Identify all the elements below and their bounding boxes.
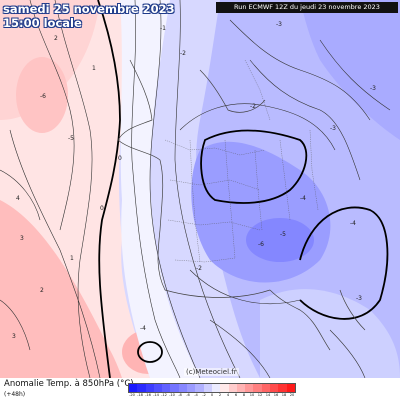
scale-tick-label: 8 (242, 393, 246, 397)
scale-swatch (195, 384, 204, 392)
scale-tick-label: 2 (218, 393, 222, 397)
scale-swatch (270, 384, 279, 392)
scale-tick-label: -2 (202, 393, 206, 397)
contour-label: 2 (40, 287, 44, 294)
isotherm-thick-east (200, 129, 308, 204)
contour-label: 3 (20, 235, 24, 242)
scale-swatch (261, 384, 271, 392)
isotherm-thick-small (137, 341, 163, 363)
scale-swatch (286, 384, 295, 392)
scale-swatch (153, 384, 163, 392)
south-sea-area (260, 289, 400, 378)
color-scale-bar (128, 383, 296, 393)
contour-label: 2 (54, 35, 58, 42)
admin-borders (164, 59, 319, 263)
scale-swatch (245, 384, 254, 392)
scale-tick-label: -8 (178, 393, 182, 397)
source-credit: (c)Meteociel.fr (184, 368, 239, 376)
isotherm-thick-southeast (299, 206, 389, 320)
contour-label: -2 (250, 103, 256, 110)
contour-label: -4 (140, 325, 146, 332)
scale-tick-label: 6 (234, 393, 238, 397)
zero-isotherm-west (97, 0, 121, 378)
warm-anomaly-strong (0, 200, 122, 378)
thin-isotherms (0, 0, 391, 378)
contour-label: 0 (100, 205, 104, 212)
color-scale-labels: -20 -18 -16 -14 -12 -10 -8 -6 -4 -2 0 2 4 6 8 10 12 14 16 1… (128, 392, 296, 399)
cold-core (246, 218, 314, 262)
scale-swatch (228, 384, 237, 392)
scale-swatch (145, 384, 154, 392)
lead-time-label: (+48h) (4, 391, 26, 398)
contour-label: -2 (196, 265, 202, 272)
warm-core-top (16, 57, 68, 133)
neutral-band (120, 0, 200, 378)
scale-swatch (253, 384, 262, 392)
forecast-time: 15:00 locale (3, 16, 82, 30)
scale-tick-label: 4 (226, 393, 230, 397)
scale-tick-label: 0 (210, 393, 214, 397)
scale-tick-label: 16 (273, 393, 279, 397)
contour-label: 0 (118, 155, 122, 162)
temperature-anomaly-map: -6 -5 -4 -4 -3 -3 -2 -2 -1 0 1 1 2 2 3 3… (0, 0, 400, 378)
contour-labels: -6 -5 -4 -4 -3 -3 -2 -2 -1 0 1 1 2 2 3 3… (12, 21, 376, 340)
contour-label: -3 (370, 85, 376, 92)
scale-tick-label: -14 (153, 393, 159, 397)
scale-swatch (178, 384, 188, 392)
map-footer: Anomalie Temp. à 850hPa (°C) (+48h) -20-… (0, 378, 400, 400)
contour-label: -6 (40, 93, 46, 100)
scale-tick-label: 14 (265, 393, 271, 397)
scale-swatch (236, 384, 246, 392)
contour-label: -3 (356, 295, 362, 302)
cold-anomaly-northeast (300, 0, 400, 140)
scale-tick-label: -10 (169, 393, 175, 397)
scale-tick-label: 12 (257, 393, 263, 397)
scale-tick-label: 20 (289, 393, 295, 397)
scale-swatch (129, 384, 138, 392)
contour-label: -5 (280, 231, 286, 238)
contour-label: -4 (300, 195, 306, 202)
coastlines (117, 59, 366, 351)
contour-label: -5 (68, 135, 74, 142)
contour-label: -6 (258, 241, 264, 248)
scale-swatch (170, 384, 179, 392)
scale-tick-label: -6 (186, 393, 190, 397)
scale-swatch (137, 384, 146, 392)
model-run-info: Run ECMWF 12Z du jeudi 23 novembre 2023 (216, 2, 398, 13)
contour-label: -3 (276, 21, 282, 28)
contour-label: -3 (330, 125, 336, 132)
contour-label: -2 (180, 50, 186, 57)
parameter-label: Anomalie Temp. à 850hPa (°C) (4, 379, 134, 389)
contour-label: 1 (70, 255, 74, 262)
scale-tick-label: -12 (161, 393, 167, 397)
scale-tick-label: -4 (194, 393, 198, 397)
scale-tick-label: 10 (249, 393, 255, 397)
forecast-date: samedi 25 novembre 2023 (3, 2, 175, 16)
contour-label: 4 (16, 195, 20, 202)
scale-tick-label: -18 (137, 393, 143, 397)
contour-label: -1 (160, 25, 166, 32)
scale-swatch (278, 384, 287, 392)
contour-label: 1 (92, 65, 96, 72)
contour-label: -4 (350, 220, 356, 227)
scale-swatch (211, 384, 221, 392)
scale-swatch (203, 384, 212, 392)
scale-swatch (220, 384, 229, 392)
scale-tick-label: -16 (145, 393, 151, 397)
scale-swatch (187, 384, 196, 392)
scale-tick-label: 18 (281, 393, 287, 397)
scale-swatch (162, 384, 171, 392)
contour-label: 3 (12, 333, 16, 340)
scale-tick-label: -20 (129, 393, 135, 397)
